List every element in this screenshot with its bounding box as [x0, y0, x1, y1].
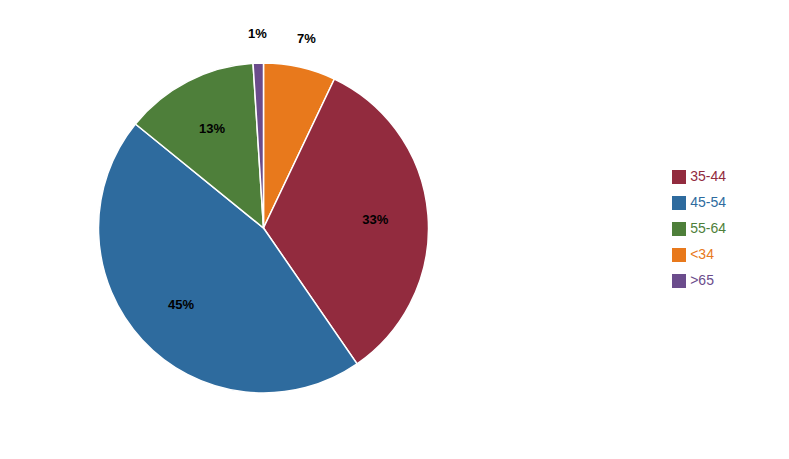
- svg-text:7%: 7%: [297, 31, 316, 46]
- html-text:<34: <34: [690, 246, 714, 262]
- svg-text:13%: 13%: [199, 121, 225, 136]
- svg-text:1%: 1%: [248, 26, 267, 41]
- svg-text:45%: 45%: [168, 297, 194, 312]
- html-text:55-64: 55-64: [690, 220, 726, 236]
- html-text:45-54: 45-54: [690, 194, 726, 210]
- html-text:>65: >65: [690, 272, 714, 288]
- svg-text:33%: 33%: [362, 212, 388, 227]
- html-text:35-44: 35-44: [690, 168, 726, 184]
